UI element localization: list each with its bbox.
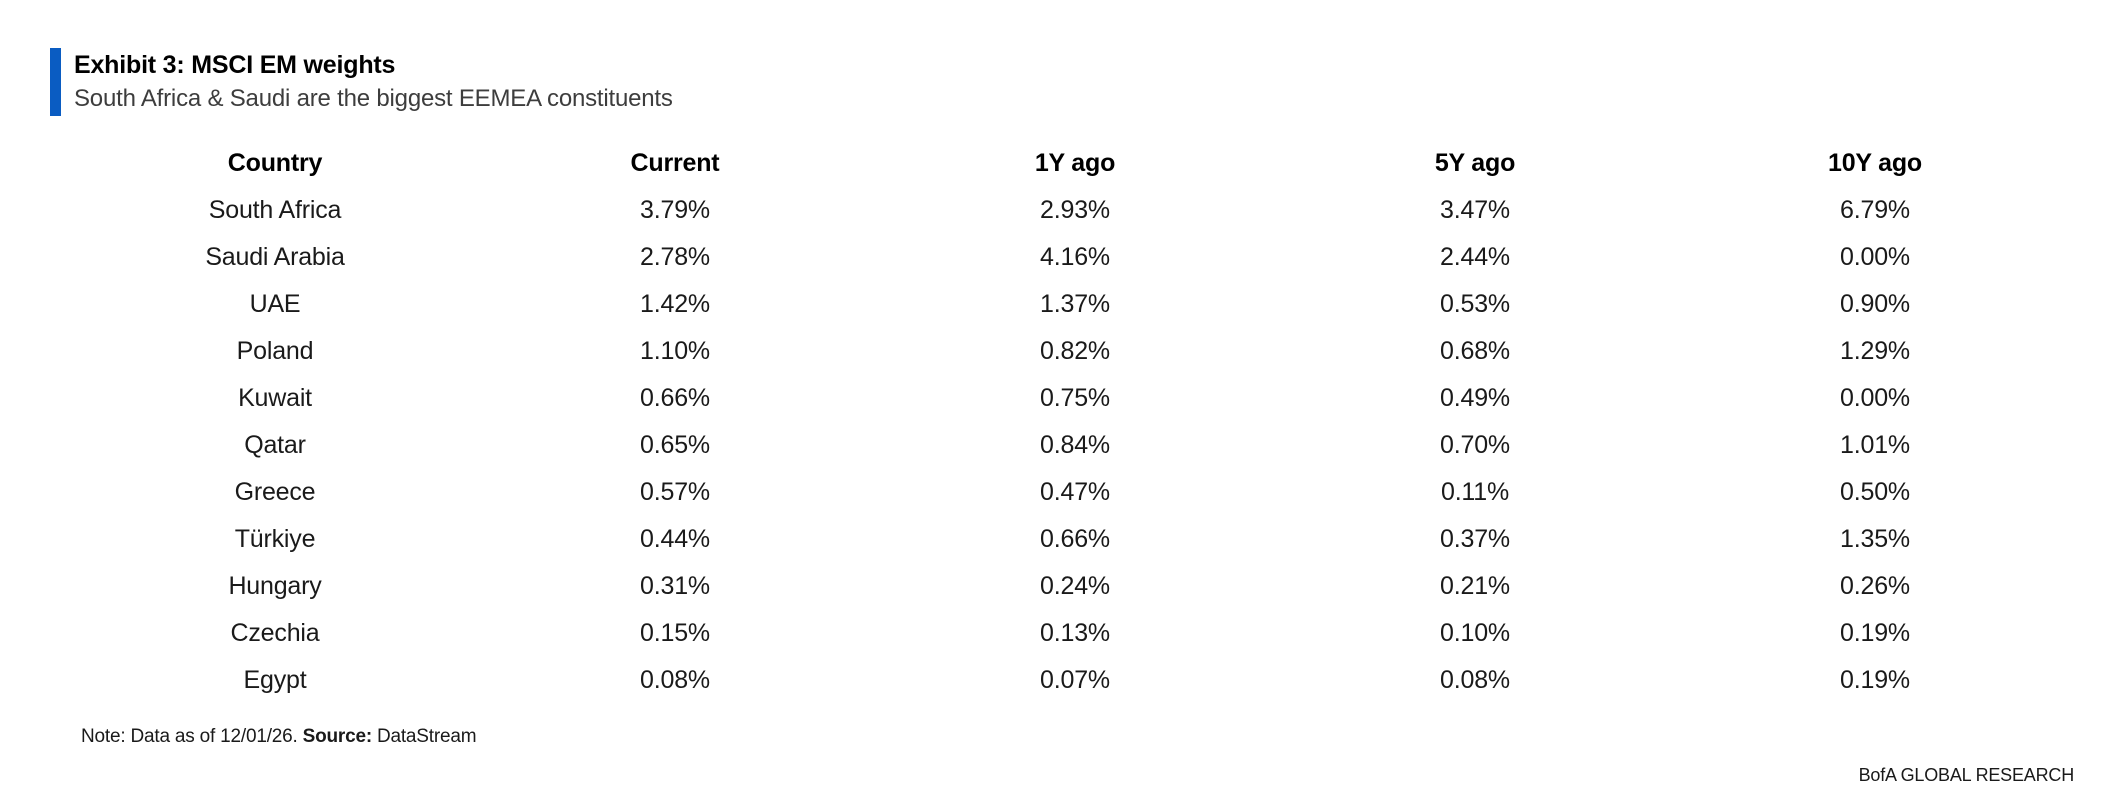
table-row: Kuwait 0.66% 0.75% 0.49% 0.00% [75, 375, 2075, 422]
weight-cell: 0.90% [1840, 290, 1910, 318]
weight-cell: 0.66% [640, 384, 710, 412]
weight-cell: 0.53% [1440, 290, 1510, 318]
weight-cell: 2.78% [640, 243, 710, 271]
note-text: Note: Data as of 12/01/26. [81, 726, 298, 747]
country-cell: Hungary [228, 572, 322, 600]
weight-cell: 0.08% [1440, 666, 1510, 694]
table-head: Country Current 1Y ago 5Y ago 10Y ago [75, 140, 2075, 187]
weight-cell: 0.75% [1040, 384, 1110, 412]
column-header: Current [630, 149, 720, 177]
weight-cell: 0.57% [640, 478, 710, 506]
country-cell: Türkiye [234, 525, 316, 553]
weight-cell: 0.66% [1040, 525, 1110, 553]
table-header-row: Country Current 1Y ago 5Y ago 10Y ago [75, 140, 2075, 187]
column-header: 1Y ago [1034, 149, 1116, 177]
weight-cell: 0.08% [640, 666, 710, 694]
footnote: Note: Data as of 12/01/26. Source: DataStr… [81, 726, 477, 748]
weight-cell: 0.68% [1440, 337, 1510, 365]
weight-cell: 0.15% [640, 619, 710, 647]
country-cell: Kuwait [238, 384, 312, 412]
table-row: Hungary 0.31% 0.24% 0.21% 0.26% [75, 563, 2075, 610]
table-row: Türkiye 0.44% 0.66% 0.37% 1.35% [75, 516, 2075, 563]
weight-cell: 0.70% [1440, 431, 1510, 459]
weight-cell: 0.31% [640, 572, 710, 600]
table-row: Czechia 0.15% 0.13% 0.10% 0.19% [75, 610, 2075, 657]
weight-cell: 3.79% [640, 196, 710, 224]
weight-cell: 0.19% [1840, 666, 1910, 694]
weight-cell: 0.82% [1040, 337, 1110, 365]
weight-cell: 0.49% [1440, 384, 1510, 412]
country-cell: Egypt [243, 666, 307, 694]
weight-cell: 0.10% [1440, 619, 1510, 647]
column-header: Country [227, 149, 323, 177]
source-value: DataStream [376, 726, 477, 747]
exhibit-title: Exhibit 3: MSCI EM weights [74, 51, 396, 79]
table-row: South Africa 3.79% 2.93% 3.47% 6.79% [75, 187, 2075, 234]
weight-cell: 1.01% [1840, 431, 1910, 459]
weight-cell: 1.35% [1840, 525, 1910, 553]
weight-cell: 0.24% [1040, 572, 1110, 600]
weight-cell: 0.47% [1040, 478, 1110, 506]
weight-cell: 2.44% [1440, 243, 1510, 271]
table-row: Qatar 0.65% 0.84% 0.70% 1.01% [75, 422, 2075, 469]
msci-em-weights-table: Country Current 1Y ago 5Y ago 10Y ago South … [75, 140, 2075, 704]
exhibit-titles: Exhibit 3: MSCI EM weights South Africa … [74, 48, 673, 116]
country-cell: Czechia [230, 619, 320, 647]
source-label: Source: [302, 726, 373, 747]
weight-cell: 1.37% [1040, 290, 1110, 318]
table-row: Egypt 0.08% 0.07% 0.08% 0.19% [75, 657, 2075, 704]
country-cell: Poland [236, 337, 314, 365]
exhibit-subtitle: South Africa & Saudi are the biggest EEM… [74, 85, 673, 112]
weight-cell: 2.93% [1040, 196, 1110, 224]
weight-cell: 6.79% [1840, 196, 1910, 224]
weight-cell: 0.00% [1840, 384, 1910, 412]
table-row: Greece 0.57% 0.47% 0.11% 0.50% [75, 469, 2075, 516]
country-cell: Qatar [244, 431, 306, 459]
table-row: UAE 1.42% 1.37% 0.53% 0.90% [75, 281, 2075, 328]
weight-cell: 1.29% [1840, 337, 1910, 365]
bofa-global-research-brand: BofA GLOBAL RESEARCH [1858, 765, 2075, 785]
weight-cell: 0.44% [640, 525, 710, 553]
column-header: 10Y ago [1827, 149, 1923, 177]
weight-cell: 0.50% [1840, 478, 1910, 506]
country-cell: Saudi Arabia [205, 243, 345, 271]
table-row: Saudi Arabia 2.78% 4.16% 2.44% 0.00% [75, 234, 2075, 281]
exhibit-header: Exhibit 3: MSCI EM weights South Africa … [50, 48, 673, 116]
table-body: South Africa 3.79% 2.93% 3.47% 6.79% Saudi Ar… [75, 187, 2075, 704]
weight-cell: 4.16% [1040, 243, 1110, 271]
country-cell: Greece [234, 478, 316, 506]
weight-cell: 0.37% [1440, 525, 1510, 553]
weight-cell: 0.21% [1440, 572, 1510, 600]
weight-cell: 0.65% [640, 431, 710, 459]
weight-cell: 0.84% [1040, 431, 1110, 459]
weight-cell: 1.10% [640, 337, 710, 365]
weight-cell: 0.11% [1440, 478, 1510, 506]
weight-cell: 1.42% [640, 290, 710, 318]
weight-cell: 0.26% [1840, 572, 1910, 600]
weight-cell: 0.07% [1040, 666, 1110, 694]
country-cell: UAE [249, 290, 301, 318]
weight-cell: 0.19% [1840, 619, 1910, 647]
accent-bar [50, 48, 61, 116]
weight-cell: 0.00% [1840, 243, 1910, 271]
country-cell: South Africa [208, 196, 342, 224]
column-header: 5Y ago [1434, 149, 1516, 177]
weight-cell: 0.13% [1040, 619, 1110, 647]
table-row: Poland 1.10% 0.82% 0.68% 1.29% [75, 328, 2075, 375]
weight-cell: 3.47% [1440, 196, 1510, 224]
